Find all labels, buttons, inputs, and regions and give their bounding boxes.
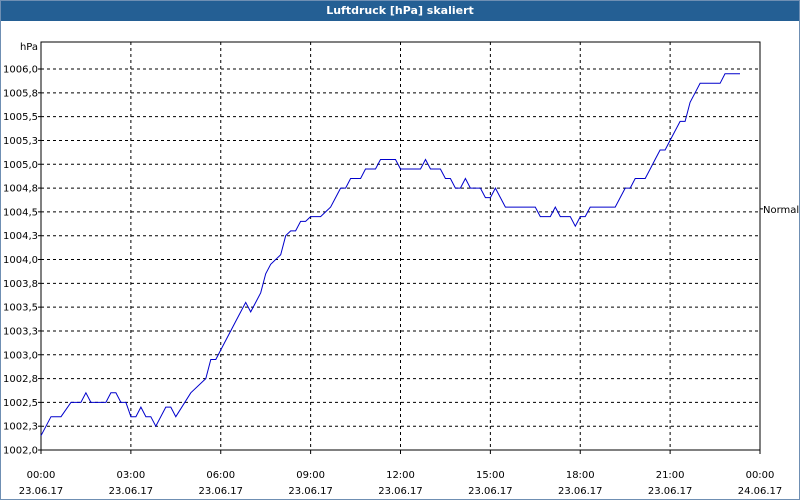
y-tick-label: 1003,5 — [3, 303, 38, 314]
x-tick-date-label: 23.06.17 — [288, 486, 333, 497]
x-tick-date-label: 23.06.17 — [558, 486, 603, 497]
x-tick-time-label: 12:00 — [386, 470, 415, 481]
x-tick-time-label: 03:00 — [116, 470, 145, 481]
y-tick-label: 1003,3 — [3, 326, 38, 337]
y-tick-label: 1005,8 — [3, 88, 38, 99]
x-tick-date-label: 23.06.17 — [468, 486, 513, 497]
y-axis-unit-label: hPa — [20, 42, 38, 53]
y-tick-label: 1003,8 — [3, 279, 38, 290]
x-tick-time-label: 06:00 — [206, 470, 235, 481]
y-tick-label: 1005,3 — [3, 136, 38, 147]
x-tick-date-label: 24.06.17 — [738, 486, 783, 497]
y-tick-label: 1002,8 — [3, 374, 38, 385]
x-tick-date-label: 23.06.17 — [378, 486, 423, 497]
y-tick-label: 1004,3 — [3, 231, 38, 242]
y-tick-label: 1005,0 — [3, 160, 38, 171]
x-tick-time-label: 00:00 — [746, 470, 775, 481]
x-tick-time-label: 09:00 — [296, 470, 325, 481]
x-tick-time-label: 18:00 — [566, 470, 595, 481]
y-tick-label: 1004,0 — [3, 255, 38, 266]
x-tick-date-label: 23.06.17 — [19, 486, 64, 497]
y-tick-label: 1002,5 — [3, 398, 38, 409]
y-tick-label: 1006,0 — [3, 65, 38, 76]
y-tick-label: 1004,8 — [3, 184, 38, 195]
x-tick-time-label: 00:00 — [27, 470, 56, 481]
series-line — [40, 73, 740, 436]
normal-reference-label: Normal — [763, 205, 799, 216]
chart-title: Luftdruck [hPa] skaliert — [1, 1, 799, 21]
x-tick-date-label: 23.06.17 — [109, 486, 154, 497]
x-tick-time-label: 21:00 — [656, 470, 685, 481]
y-tick-label: 1002,3 — [3, 422, 38, 433]
x-tick-date-label: 23.06.17 — [198, 486, 243, 497]
y-tick-label: 1004,5 — [3, 207, 38, 218]
y-tick-label: 1003,0 — [3, 350, 38, 361]
y-tick-label: 1002,0 — [3, 446, 38, 457]
y-tick-label: 1005,5 — [3, 112, 38, 123]
x-tick-time-label: 15:00 — [476, 470, 505, 481]
x-tick-date-label: 23.06.17 — [648, 486, 693, 497]
